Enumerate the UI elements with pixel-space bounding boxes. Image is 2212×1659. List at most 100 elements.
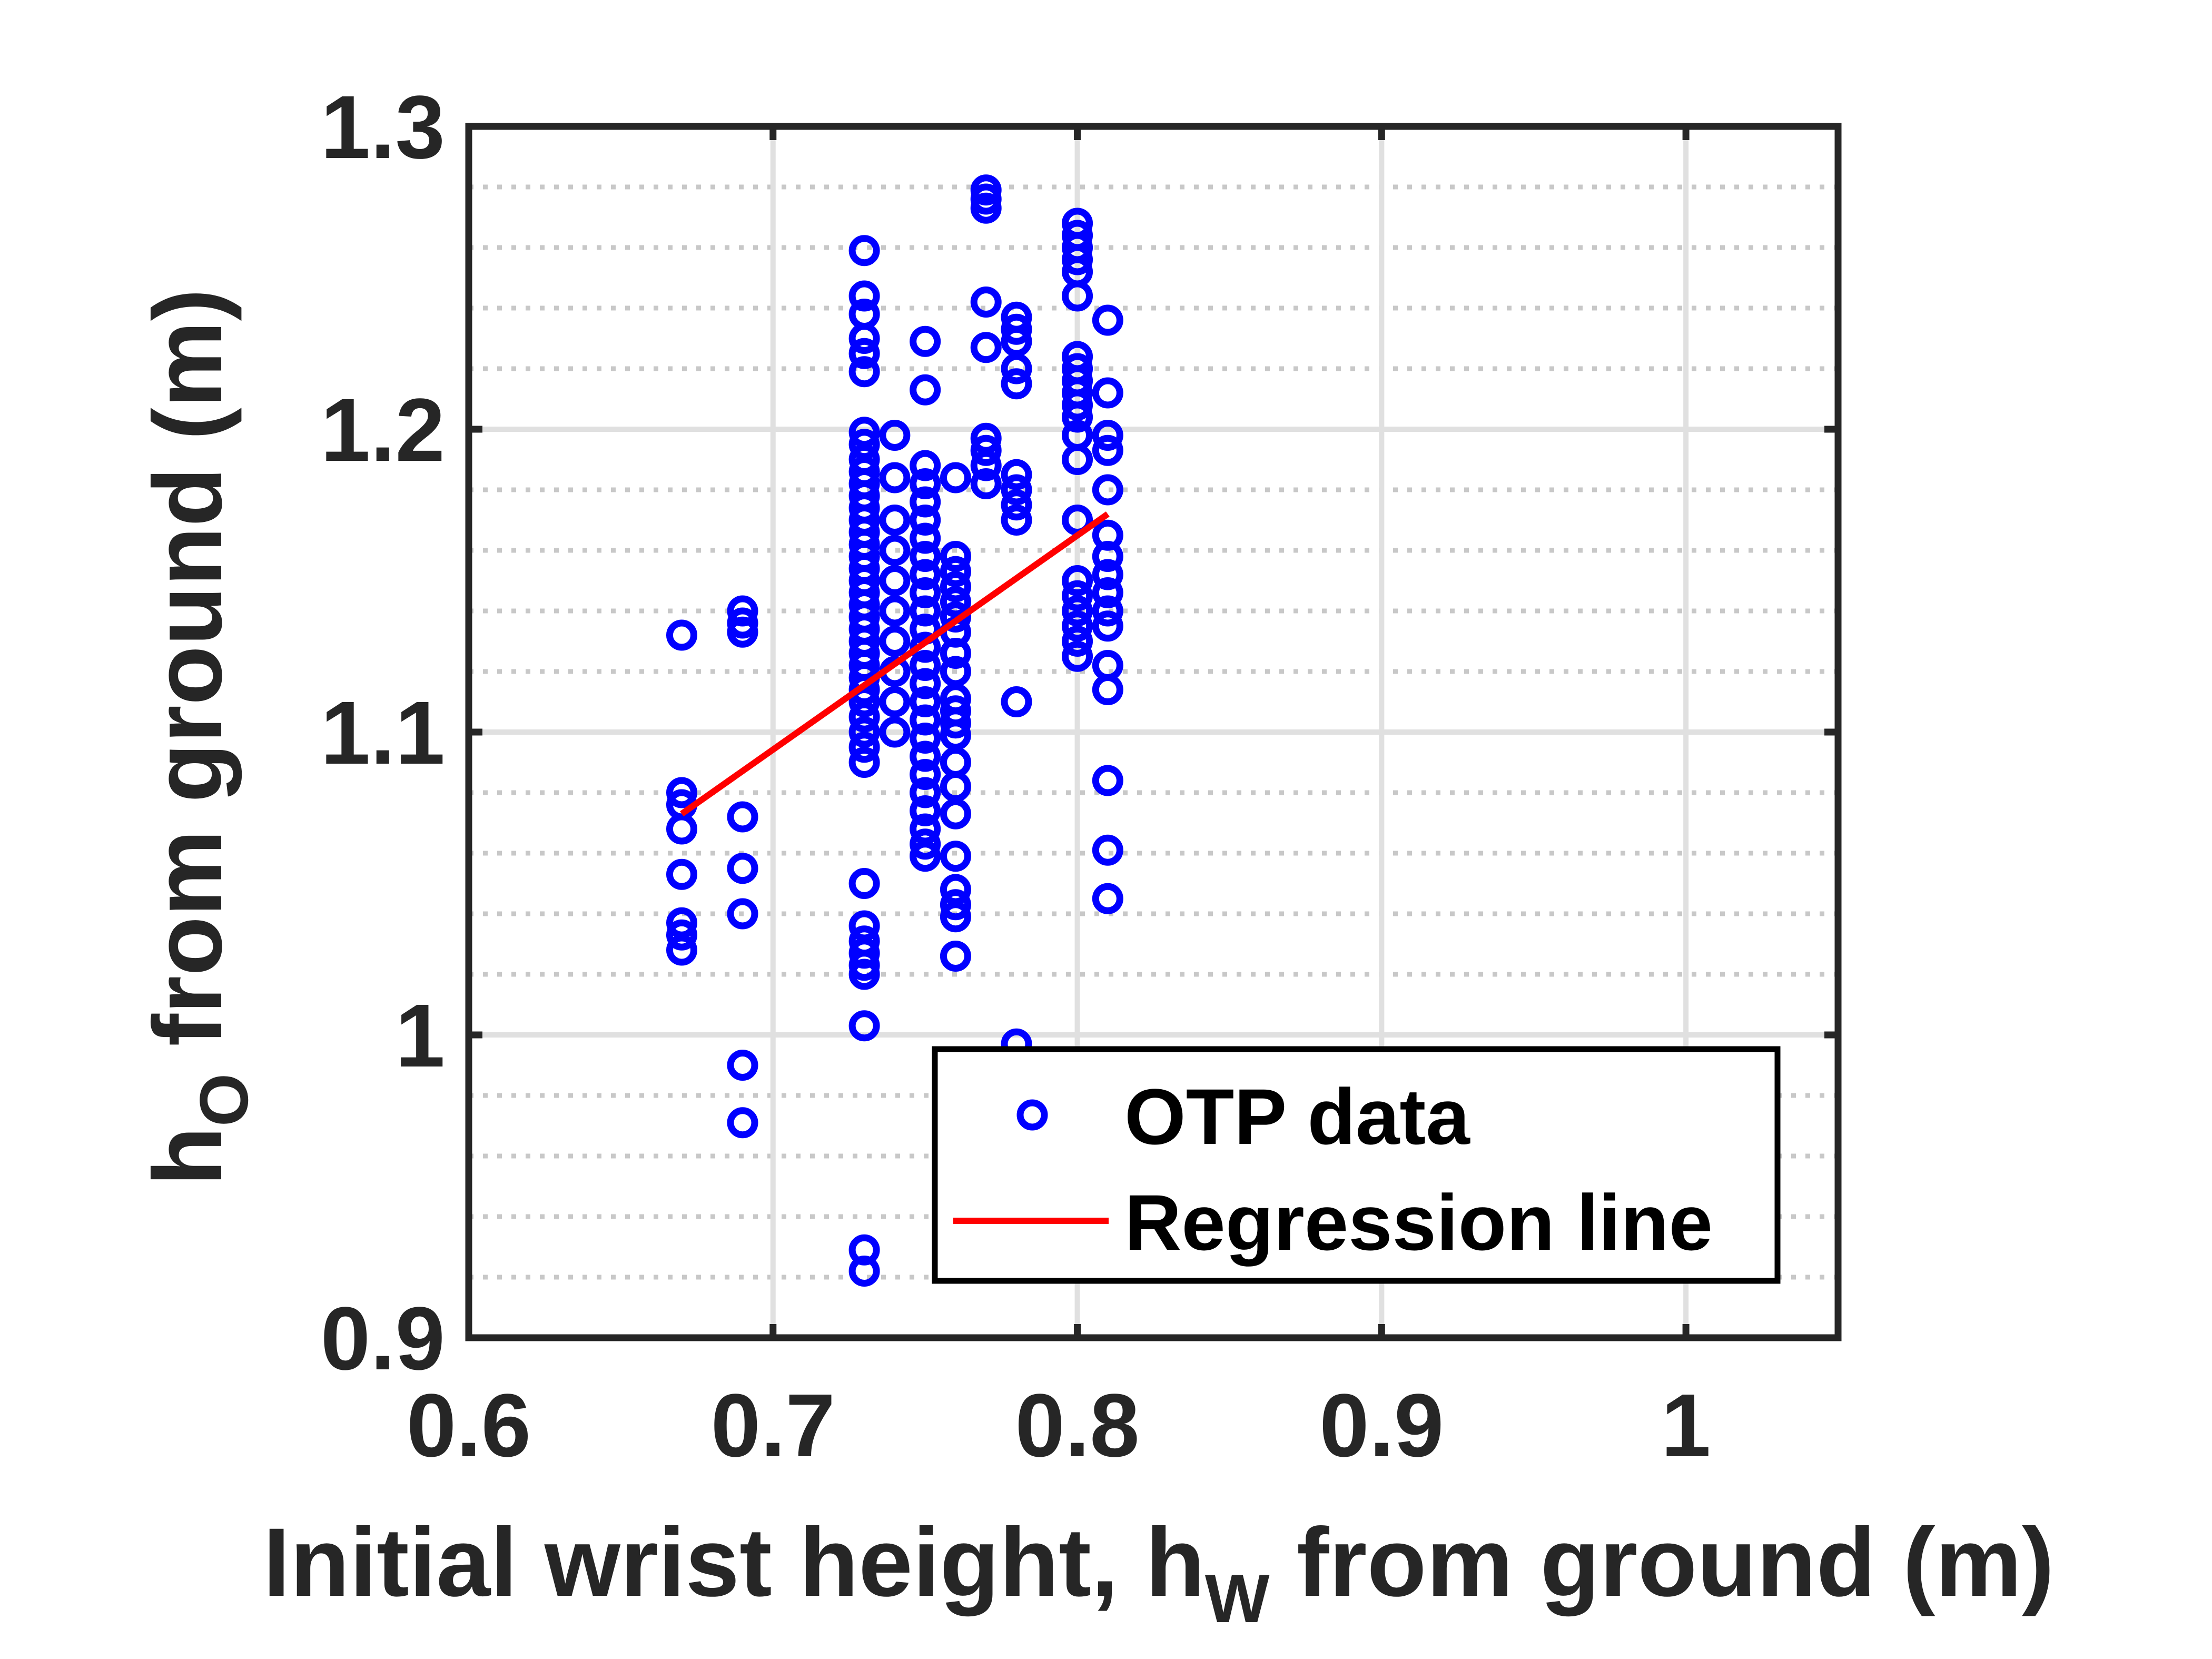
- x-axis-label-subscript: W: [1205, 1560, 1270, 1637]
- data-point: [910, 828, 941, 860]
- data-point: [910, 374, 941, 406]
- data-point: [910, 723, 941, 754]
- data-point: [666, 619, 697, 651]
- data-point: [879, 565, 911, 596]
- data-point: [940, 841, 971, 872]
- data-point: [910, 686, 941, 717]
- data-point: [848, 686, 880, 717]
- data-point: [848, 235, 880, 266]
- data-point: [940, 541, 971, 572]
- data-point: [848, 747, 880, 778]
- data-point: [1092, 420, 1123, 451]
- data-point: [1092, 883, 1123, 914]
- x-tick-label: 0.6: [407, 1376, 531, 1476]
- data-point: [970, 450, 1002, 481]
- data-point: [879, 686, 911, 717]
- x-tick-label: 0.9: [1319, 1376, 1444, 1476]
- data-point: [910, 668, 941, 699]
- data-point: [910, 522, 941, 554]
- data-point: [940, 601, 971, 633]
- data-point: [727, 1050, 758, 1081]
- data-point: [727, 616, 758, 648]
- data-point: [970, 287, 1002, 318]
- data-point: [1001, 686, 1032, 717]
- data-point: [910, 777, 941, 808]
- data-point: [910, 541, 941, 572]
- y-tick-label: 1.2: [321, 380, 445, 480]
- data-point: [1062, 565, 1093, 596]
- data-point: [727, 801, 758, 833]
- data-point: [879, 420, 911, 451]
- data-point: [1001, 459, 1032, 490]
- data-point: [1062, 244, 1093, 275]
- data-point: [666, 813, 697, 845]
- axis-ticks: [465, 123, 1838, 1341]
- data-point: [879, 462, 911, 493]
- data-point: [910, 559, 941, 590]
- data-point: [848, 1010, 880, 1042]
- y-tick-label: 1.3: [321, 77, 445, 177]
- data-point: [879, 626, 911, 657]
- data-point: [1092, 834, 1123, 866]
- data-point: [848, 1256, 880, 1287]
- legend-label-regression-line: Regression line: [1124, 1178, 1713, 1267]
- data-point: [879, 505, 911, 536]
- data-point: [1001, 505, 1032, 536]
- data-point: [910, 841, 941, 872]
- data-point: [940, 556, 971, 587]
- data-point: [1092, 304, 1123, 336]
- data-point: [1062, 640, 1093, 672]
- data-point: [1062, 444, 1093, 475]
- data-point: [727, 898, 758, 930]
- data-point: [1092, 559, 1123, 590]
- x-axis-label: Initial wrist height, hW from ground (m): [263, 1508, 2054, 1637]
- data-point: [848, 280, 880, 312]
- data-point: [1062, 401, 1093, 433]
- data-point: [940, 586, 971, 618]
- data-point: [848, 356, 880, 388]
- data-point: [910, 450, 941, 481]
- legend-label-otp-data: OTP data: [1124, 1072, 1470, 1161]
- data-point: [940, 462, 971, 493]
- data-point: [1092, 434, 1123, 466]
- y-axis-label: hO from ground (m): [134, 289, 262, 1186]
- data-point: [1001, 368, 1032, 400]
- data-point: [910, 505, 941, 536]
- y-tick-label: 1: [395, 986, 445, 1086]
- y-tick-label: 0.9: [321, 1289, 445, 1389]
- data-point: [910, 704, 941, 736]
- y-axis-label-prefix: h: [134, 1127, 242, 1186]
- data-point: [848, 701, 880, 733]
- data-point: [1062, 610, 1093, 642]
- data-point: [910, 486, 941, 518]
- data-point: [1092, 377, 1123, 409]
- x-axis-label-prefix: Initial wrist height, h: [263, 1508, 1204, 1617]
- data-point: [666, 858, 697, 890]
- data-point: [1092, 674, 1123, 705]
- data-point: [1062, 595, 1093, 627]
- data-point: [970, 192, 1002, 224]
- data-point: [910, 595, 941, 627]
- data-point: [1092, 577, 1123, 608]
- data-point: [727, 1107, 758, 1139]
- data-point: [940, 571, 971, 603]
- data-point: [970, 332, 1002, 363]
- data-point: [1092, 765, 1123, 796]
- data-point: [1062, 626, 1093, 657]
- data-point: [1062, 280, 1093, 312]
- data-point: [848, 338, 880, 369]
- x-tick-label: 1: [1661, 1376, 1711, 1476]
- data-point: [910, 577, 941, 608]
- data-point: [879, 595, 911, 627]
- data-point: [940, 901, 971, 933]
- y-tick-label: 1.1: [321, 683, 445, 783]
- data-point: [1092, 595, 1123, 627]
- data-point: [1001, 489, 1032, 521]
- data-point: [910, 650, 941, 681]
- data-point: [1001, 353, 1032, 384]
- data-point: [940, 638, 971, 669]
- y-axis-label-suffix: from ground (m): [134, 289, 242, 1073]
- regression-line-layer: [679, 511, 1110, 817]
- y-axis-label-subscript: O: [185, 1073, 262, 1127]
